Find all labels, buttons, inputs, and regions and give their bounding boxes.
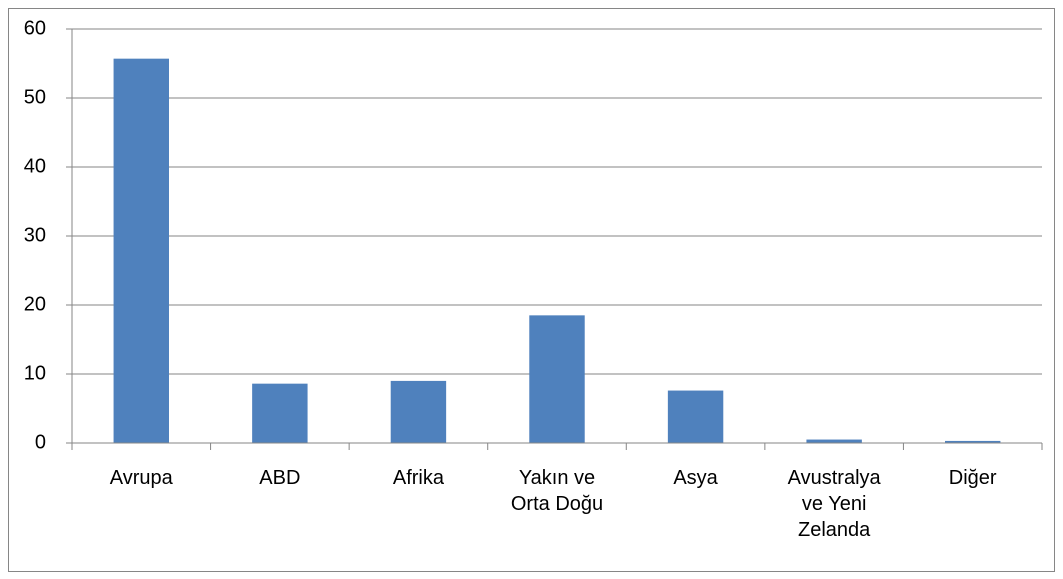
bar bbox=[390, 380, 447, 443]
bar bbox=[945, 440, 1001, 443]
bar bbox=[113, 58, 169, 444]
y-tick-label: 40 bbox=[24, 155, 46, 177]
x-tick-label: Afrika bbox=[392, 467, 444, 489]
chart-border bbox=[8, 8, 1055, 572]
y-tick-label: 60 bbox=[24, 17, 46, 39]
y-tick-label: 20 bbox=[24, 293, 46, 315]
bar bbox=[806, 439, 862, 443]
x-tick-label: Yakın ve Orta Doğu bbox=[510, 467, 604, 515]
bar bbox=[529, 315, 585, 443]
y-tick-label: 50 bbox=[24, 86, 46, 108]
x-tick-label: Avrupa bbox=[109, 467, 173, 489]
y-tick-label: 0 bbox=[35, 431, 46, 453]
x-tick-label: Asya bbox=[673, 467, 718, 489]
x-tick-label: Diğer bbox=[948, 467, 997, 489]
y-tick-label: 10 bbox=[24, 362, 46, 384]
bar bbox=[667, 390, 724, 443]
x-tick-label: Avustralya ve Yeni Zelanda bbox=[787, 467, 881, 541]
y-tick-label: 30 bbox=[24, 224, 46, 246]
x-tick-label: ABD bbox=[259, 467, 301, 489]
bar bbox=[252, 383, 308, 443]
